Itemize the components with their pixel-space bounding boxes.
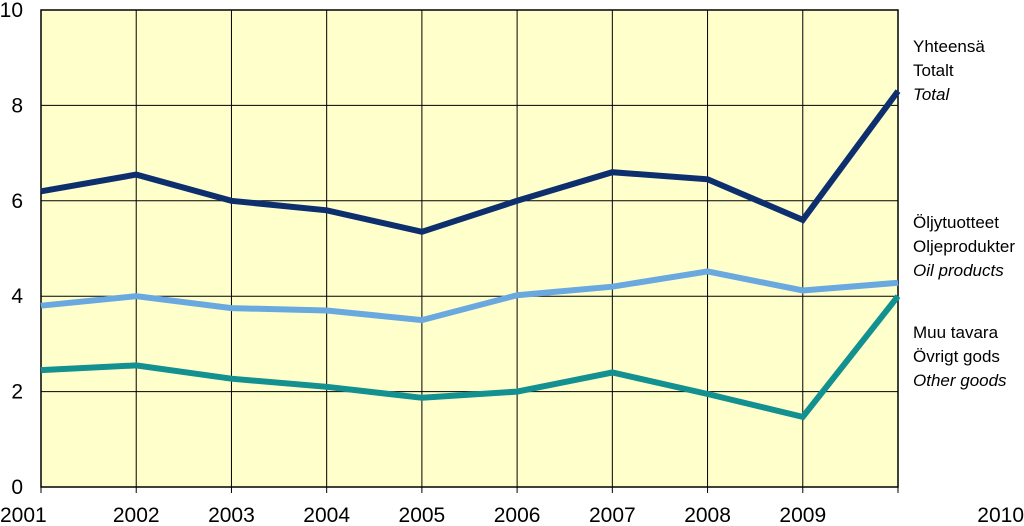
y-tick-label: 8 [11, 94, 23, 117]
x-axis-ticks: 2001 2002 2003 2004 2005 2006 2007 2008 2009 2010 [0, 504, 1024, 526]
plot-border [40, 9, 899, 488]
y-tick-label: 4 [11, 285, 23, 308]
plot-area [41, 10, 898, 487]
x-tick-label: 2010 [977, 504, 1024, 526]
x-tick-label: 2004 [303, 504, 350, 526]
x-tick-label: 2002 [113, 504, 160, 526]
x-tick-label: 2006 [494, 504, 541, 526]
series-layer [40, 89, 901, 421]
series-line-total [40, 89, 901, 235]
y-tick-label: 2 [11, 381, 23, 404]
legend-label-oil: Oil products [913, 261, 1004, 280]
y-tick-label: 0 [11, 476, 23, 499]
y-axis-ticks: 0 2 4 6 8 10 [0, 0, 23, 499]
y-tick-label: 6 [11, 190, 23, 213]
series-line-other [40, 294, 901, 421]
legend-label-total: Totalt [913, 61, 954, 80]
x-tick-label: 2007 [589, 504, 636, 526]
x-tick-label: 2005 [399, 504, 446, 526]
legend-label-total: Yhteensä [913, 37, 985, 56]
legend-label-total: Total [913, 85, 950, 104]
legend: Yhteensä Totalt Total Öljytuotteet Oljeprodu… [913, 37, 1015, 390]
x-tick-label: 2003 [208, 504, 255, 526]
legend-label-oil: Öljytuotteet [913, 213, 999, 232]
legend-label-other: Övrigt gods [913, 347, 1000, 366]
series-line-oil [40, 268, 899, 324]
x-tick-label: 2009 [779, 504, 826, 526]
legend-label-other: Muu tavara [913, 323, 999, 342]
legend-label-oil: Oljeprodukter [913, 237, 1015, 256]
x-tick-label: 2001 [0, 504, 47, 526]
y-tick-label: 10 [0, 0, 23, 22]
legend-label-other: Other goods [913, 371, 1007, 390]
x-tick-label: 2008 [684, 504, 731, 526]
